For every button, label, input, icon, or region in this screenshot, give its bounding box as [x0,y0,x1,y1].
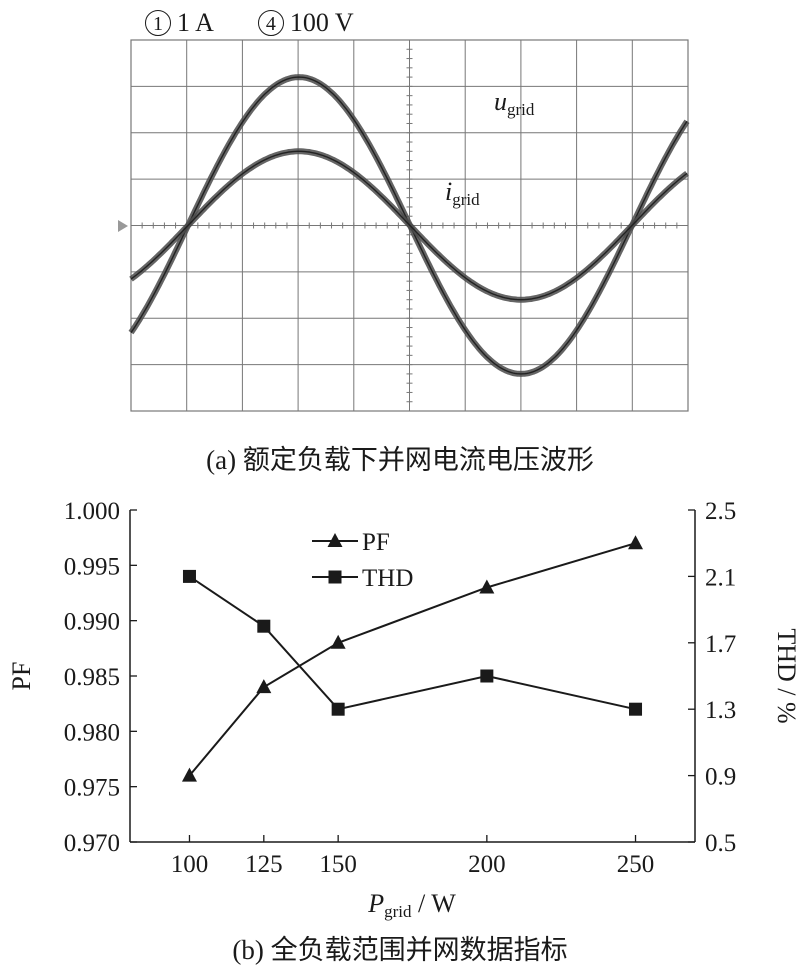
right-tick-label: 0.5 [705,830,736,857]
left-tick-label: 0.990 [64,609,120,636]
pf-point-marker [479,579,495,594]
caption-b: (b) 全负载范围并网数据指标 [232,935,568,965]
x-tick-label: 250 [617,851,655,878]
ground-marker [118,220,128,232]
right-tick-label: 2.1 [705,564,736,591]
pf-point-marker [256,679,272,694]
scope-trace-i-grid-core [130,150,688,301]
channel-1-indicator: 1 1 A [145,8,214,38]
channel-1-scale: 1 A [177,8,214,37]
pf-point-marker [628,535,644,550]
legend-label-thd: THD [362,565,413,592]
chart-series [181,535,644,782]
chart-plot-frame [129,510,696,843]
left-axis-label: PF [7,662,36,691]
thd-point-marker [182,569,196,583]
x-tick-label: 100 [171,851,209,878]
right-tick-label: 2.5 [705,498,736,525]
caption-a: (a) 额定负载下并网电流电压波形 [206,445,594,475]
x-axis-ticks: 100 125 150 200 250 [171,835,655,878]
series-line-pf [188,542,636,777]
scope-channel-header: 1 1 A 4 100 V [145,6,354,40]
thd-point-marker [257,619,271,633]
left-tick-label: 0.975 [64,775,120,802]
series-line-thd [188,575,636,711]
channel-1-badge: 1 [145,10,171,36]
x-axis-label: Pgrid / W [367,889,456,921]
thd-point-marker [331,702,345,716]
x-tick-label: 150 [319,851,357,878]
legend-square-marker [328,570,342,584]
channel-4-badge: 4 [257,10,284,36]
scope-traces [128,74,690,377]
x-tick-label: 200 [468,851,506,878]
right-tick-label: 0.9 [705,764,736,791]
channel-4-indicator: 4 100 V [257,8,354,38]
right-axis-ticks: 0.5 0.9 1.3 1.7 2.1 2.5 [688,498,736,857]
right-tick-label: 1.7 [705,631,736,658]
left-tick-label: 0.985 [64,664,120,691]
right-tick-label: 1.3 [705,697,736,724]
oscilloscope-waveform-plot: ugrid igrid [118,39,690,412]
pf-point-marker [330,634,346,649]
trace-label-i-grid: igrid [445,177,480,209]
legend-triangle-marker [327,533,343,547]
chart-legend: PF THD [312,529,413,592]
ground-marker-icon [118,220,128,232]
left-tick-label: 0.980 [64,719,120,746]
left-tick-label: 0.970 [64,830,120,857]
left-tick-label: 0.995 [64,553,120,580]
left-axis-ticks: 0.970 0.975 0.980 0.985 0.990 0.995 1.000 [64,498,137,857]
thd-point-marker [629,702,643,716]
left-tick-label: 1.000 [64,498,120,525]
trace-label-u-grid: ugrid [494,87,535,119]
legend-label-pf: PF [362,529,390,556]
thd-point-marker [480,669,494,683]
right-axis-label: THD / % [772,628,800,723]
x-tick-label: 125 [245,851,283,878]
channel-4-scale: 100 V [289,8,354,37]
pf-point-marker [181,767,197,782]
